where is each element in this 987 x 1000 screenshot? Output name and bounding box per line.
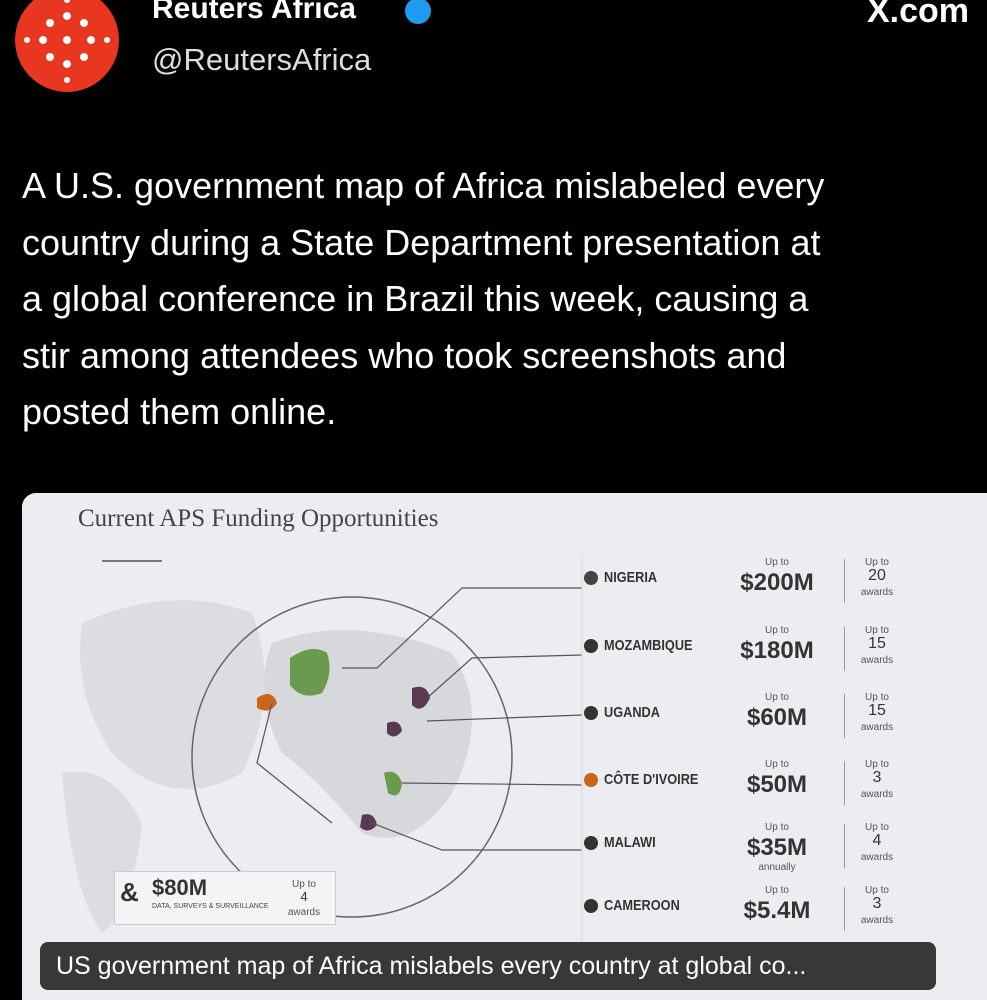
country-label: NIGERIA (604, 569, 658, 586)
amount-note: annually (758, 862, 796, 873)
extra-amount: $80M (152, 875, 208, 900)
awards-prefix: Up to (865, 692, 889, 703)
awards-suffix: awards (860, 789, 894, 800)
tweet-line: stir among attendees who took screenshot… (22, 334, 787, 376)
row-dot (584, 706, 598, 720)
account-handle[interactable]: @ReutersAfrica (152, 42, 372, 77)
amount: $60M (746, 704, 808, 731)
divider (844, 694, 845, 738)
slide-image: Current APS Funding Opportunities (22, 493, 987, 1000)
amount-prefix: Up to (765, 557, 789, 568)
row-dot (584, 773, 598, 787)
amount-prefix: Up to (765, 885, 789, 896)
awards-prefix: Up to (865, 557, 889, 568)
video-caption: US government map of Africa mislabels ev… (40, 942, 936, 990)
awards-suffix: awards (860, 915, 894, 926)
divider (844, 559, 845, 603)
tweet-line: a global conference in Brazil this week,… (22, 278, 809, 319)
row-dot (584, 899, 598, 913)
awards-count: 15 (868, 635, 886, 652)
amount: $180M (740, 637, 814, 664)
extra-awards-count: 4 (300, 889, 308, 904)
amount-prefix: Up to (765, 625, 789, 636)
awards-suffix: awards (860, 852, 894, 863)
amount-prefix: Up to (765, 692, 789, 703)
awards-prefix: Up to (865, 759, 889, 770)
country-label: MOZAMBIQUE (604, 637, 693, 654)
avatar[interactable] (15, 0, 119, 92)
tweet-text: A U.S. government map of Africa mislabel… (22, 158, 824, 441)
divider (844, 887, 845, 931)
amount-prefix: Up to (765, 822, 789, 833)
awards-suffix: awards (860, 655, 894, 666)
awards-count: 15 (868, 702, 886, 719)
awards-count: 3 (872, 895, 882, 912)
tweet-line: A U.S. government map of Africa mislabel… (22, 165, 825, 206)
tweet-line: country during a State Department presen… (22, 221, 821, 263)
amount: $35M (746, 834, 808, 861)
slide-title: Current APS Funding Opportunities (78, 505, 439, 532)
extra-awards-suffix: awards (287, 907, 321, 918)
amount: $5.4M (743, 897, 811, 924)
awards-prefix: Up to (865, 822, 889, 833)
country-label: CAMEROON (604, 897, 680, 914)
country-label: UGANDA (604, 704, 660, 721)
row-dot (584, 639, 598, 653)
extra-awards-prefix: Up to (292, 879, 316, 890)
extra-label: DATA, SURVEYS & SURVEILLANCE (152, 903, 269, 910)
awards-count: 4 (872, 832, 882, 849)
watermark: X.com (866, 0, 969, 30)
amount-prefix: Up to (765, 759, 789, 770)
extra-box (114, 871, 336, 925)
awards-suffix: awards (860, 722, 894, 733)
divider (844, 761, 845, 805)
country-label: MALAWI (604, 834, 656, 851)
awards-suffix: awards (860, 587, 894, 598)
row-dot (584, 571, 598, 585)
amount: $50M (746, 771, 808, 798)
awards-count: 3 (872, 769, 882, 786)
divider (844, 824, 845, 868)
row-dot (584, 836, 598, 850)
avatar-logo (24, 0, 110, 83)
verified-badge (405, 0, 431, 24)
divider (844, 627, 845, 671)
tweet-line: posted them online. (22, 391, 337, 432)
awards-prefix: Up to (865, 625, 889, 636)
account-name[interactable]: Reuters Africa (152, 0, 356, 25)
extra-symbol: & (120, 877, 139, 907)
amount: $200M (740, 569, 814, 596)
map (62, 553, 583, 943)
awards-prefix: Up to (865, 885, 889, 896)
country-label: CÔTE D'IVOIRE (604, 771, 699, 788)
awards-count: 20 (868, 567, 886, 584)
